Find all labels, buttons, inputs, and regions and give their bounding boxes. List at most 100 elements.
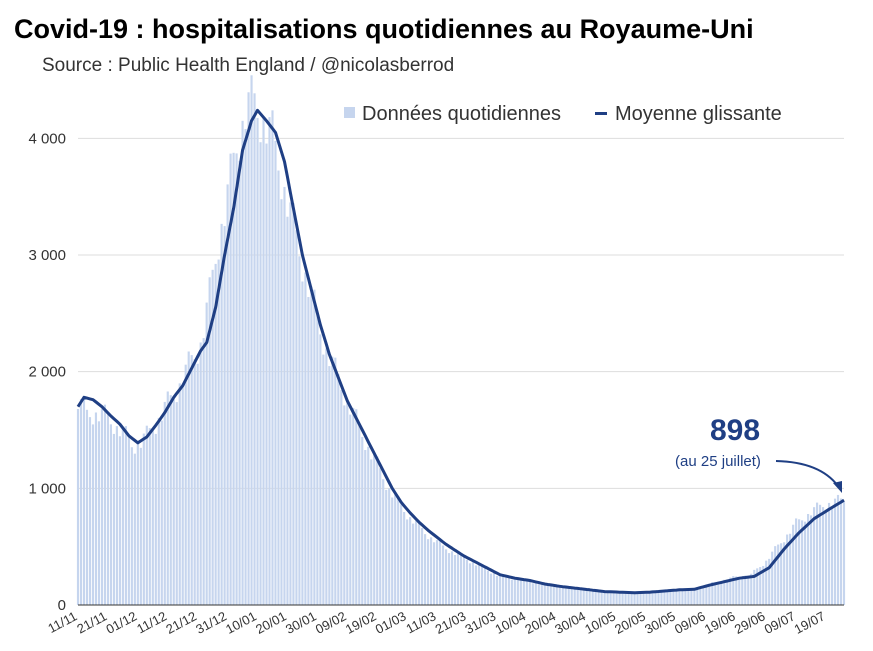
daily-bar — [795, 518, 798, 605]
daily-bar — [558, 587, 561, 605]
daily-bar — [415, 520, 418, 605]
daily-bar — [693, 588, 696, 605]
daily-bar — [642, 592, 645, 605]
daily-bar — [669, 589, 672, 605]
daily-bar — [591, 590, 594, 605]
daily-bar — [663, 591, 666, 605]
daily-bar — [681, 589, 684, 605]
daily-bar — [196, 363, 199, 605]
daily-bar — [286, 216, 289, 605]
daily-bar — [124, 426, 127, 605]
daily-bar — [588, 589, 591, 605]
daily-bar — [830, 506, 834, 605]
daily-bar — [226, 184, 229, 605]
daily-bar — [397, 496, 400, 605]
daily-bar — [409, 517, 412, 605]
daily-bar — [211, 269, 214, 605]
daily-bar — [750, 573, 753, 605]
daily-bar — [690, 588, 693, 605]
daily-bar — [307, 297, 310, 605]
daily-bar — [576, 588, 579, 605]
daily-bar — [783, 542, 786, 605]
y-axis: 0 1 000 2 000 3 000 4 000 — [28, 130, 66, 614]
daily-bar — [427, 539, 430, 605]
daily-bar — [504, 576, 507, 605]
daily-bar — [818, 504, 822, 605]
daily-bar — [343, 405, 346, 605]
daily-bar — [720, 581, 723, 605]
daily-bar — [202, 338, 205, 605]
daily-bar — [549, 585, 552, 605]
daily-bar — [561, 586, 564, 605]
daily-bar — [732, 576, 735, 605]
daily-bar — [438, 540, 442, 605]
daily-bar — [214, 263, 217, 605]
daily-bar — [513, 578, 516, 605]
daily-bar — [627, 591, 630, 605]
daily-bar — [175, 402, 178, 605]
daily-bar — [403, 512, 406, 605]
daily-bar — [621, 592, 624, 605]
daily-bar — [400, 504, 403, 605]
daily-bar — [573, 589, 576, 605]
daily-bar — [636, 593, 639, 605]
daily-bar — [606, 591, 609, 605]
daily-bar — [711, 581, 714, 605]
daily-bar — [600, 592, 603, 605]
daily-bar — [495, 575, 498, 605]
daily-bar — [82, 397, 86, 605]
daily-bar — [325, 348, 328, 605]
daily-bar — [217, 259, 220, 605]
daily-bar — [274, 140, 277, 605]
daily-bar — [501, 574, 504, 605]
daily-bar — [657, 592, 660, 605]
daily-bar — [765, 560, 768, 605]
daily-bar — [842, 502, 846, 605]
daily-bar — [385, 489, 388, 605]
daily-bar — [361, 436, 364, 605]
legend-swatch-donnees-quotidiennes — [344, 107, 355, 118]
daily-bar — [444, 549, 448, 605]
daily-bar — [810, 515, 813, 605]
daily-bar — [262, 117, 265, 605]
legend-label-moyenne-glissante: Moyenne glissante — [615, 103, 782, 125]
y-tick-label: 4 000 — [28, 130, 66, 147]
daily-bar — [525, 580, 528, 605]
daily-bar — [280, 199, 283, 605]
daily-bar — [178, 383, 181, 605]
daily-bar — [498, 574, 501, 605]
daily-bar — [346, 399, 349, 605]
daily-bar — [334, 357, 337, 605]
daily-bar — [777, 544, 780, 605]
daily-bar — [639, 592, 642, 605]
daily-bar — [759, 567, 762, 605]
daily-bar — [651, 591, 654, 605]
daily-bar — [531, 583, 534, 605]
daily-bar — [373, 454, 376, 605]
legend: Données quotidiennes Moyenne glissante — [344, 103, 782, 125]
daily-bar — [412, 523, 415, 605]
daily-bar — [827, 502, 831, 605]
daily-bar — [471, 562, 475, 605]
daily-bar — [355, 409, 358, 605]
series-line-moyenne-glissante — [76, 108, 845, 595]
daily-bar — [465, 560, 469, 605]
daily-bar — [824, 509, 828, 605]
daily-bar — [836, 494, 840, 605]
daily-bar — [79, 399, 83, 605]
daily-bar — [789, 533, 792, 605]
daily-bar — [459, 553, 463, 605]
daily-bar — [546, 584, 549, 605]
daily-bar — [418, 521, 421, 605]
daily-bar — [238, 160, 241, 605]
daily-bar — [780, 543, 783, 605]
daily-bar — [313, 289, 316, 605]
daily-bar — [364, 450, 367, 605]
daily-bar — [424, 534, 427, 605]
daily-bar — [301, 281, 304, 605]
x-axis: 11/1121/1101/1211/1221/1231/1210/0120/01… — [45, 608, 827, 637]
daily-bar — [349, 414, 352, 605]
daily-bar — [567, 587, 570, 605]
daily-bar — [708, 583, 711, 605]
daily-bar — [744, 575, 747, 605]
